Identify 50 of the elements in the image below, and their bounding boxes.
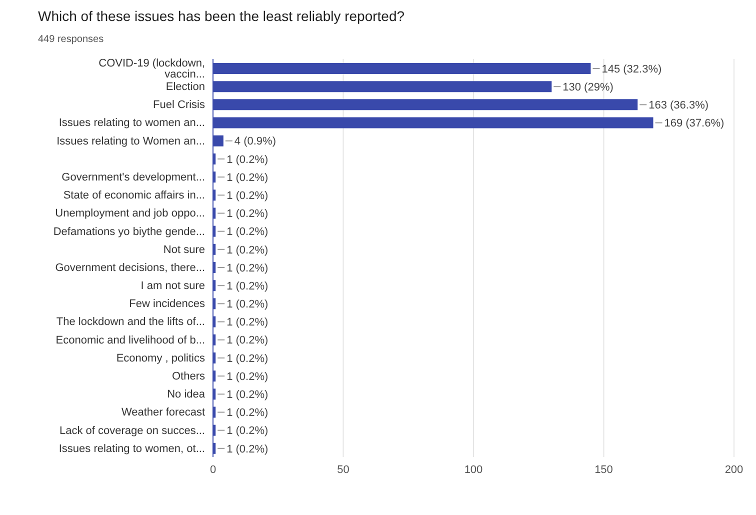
x-tick-label: 150 bbox=[594, 464, 613, 476]
data-label: 1 (0.2%) bbox=[226, 370, 268, 383]
y-tick-label: I am not sure bbox=[140, 280, 205, 292]
y-tick-label: State of economic affairs in... bbox=[63, 190, 205, 202]
x-tick-label: 100 bbox=[464, 464, 483, 476]
data-label: 1 (0.2%) bbox=[226, 298, 268, 311]
x-tick-label: 50 bbox=[337, 464, 350, 476]
data-label: 1 (0.2%) bbox=[226, 443, 268, 456]
y-tick-label: Not sure bbox=[163, 244, 205, 256]
data-label: 1 (0.2%) bbox=[226, 316, 268, 329]
y-tick-label: Issues relating to Women an... bbox=[56, 135, 205, 148]
data-label: 1 (0.2%) bbox=[226, 262, 268, 274]
y-tick-label: Unemployment and job oppo... bbox=[55, 208, 205, 220]
data-label: 169 (37.6%) bbox=[664, 118, 724, 130]
y-tick-label: COVID-19 (lockdown, vaccin... bbox=[98, 57, 205, 80]
data-label: 1 (0.2%) bbox=[226, 352, 268, 365]
data-label: 145 (32.3%) bbox=[602, 63, 662, 76]
y-tick-label: Economic and livelihood of b... bbox=[56, 334, 205, 346]
data-label: 1 (0.2%) bbox=[226, 226, 268, 238]
text: 449 responses bbox=[38, 34, 105, 45]
y-tick-label: Government's development... bbox=[62, 171, 205, 184]
y-tick-label: Lack of coverage on succes... bbox=[59, 424, 205, 437]
data-label: 1 (0.2%) bbox=[226, 425, 268, 438]
data-label: 4 (0.9%) bbox=[234, 136, 276, 148]
y-tick-label: Others bbox=[172, 370, 206, 382]
x-tick-label: 0 bbox=[210, 464, 216, 476]
y-tick-label: Government decisions, there... bbox=[55, 262, 205, 274]
data-label: 1 (0.2%) bbox=[226, 154, 268, 166]
y-tick-label: The lockdown and the lifts of... bbox=[56, 316, 205, 328]
data-label: 1 (0.2%) bbox=[226, 244, 268, 256]
x-tick-label: 200 bbox=[724, 464, 744, 476]
data-label: 1 (0.2%) bbox=[226, 208, 268, 220]
data-label: 1 (0.2%) bbox=[226, 172, 268, 184]
data-label: 1 (0.2%) bbox=[226, 388, 268, 401]
data-label: 130 (29%) bbox=[562, 81, 614, 94]
y-tick-label: Few incidences bbox=[129, 298, 206, 310]
y-tick-label: Election bbox=[166, 81, 205, 94]
y-tick-label: No idea bbox=[167, 388, 206, 401]
y-tick-label: Economy , politics bbox=[116, 352, 206, 364]
data-label: 1 (0.2%) bbox=[226, 190, 268, 202]
y-tick-label: Issues relating to women, ot... bbox=[58, 442, 205, 455]
y-tick-label: Issues relating to women an... bbox=[58, 117, 205, 130]
data-label: 1 (0.2%) bbox=[226, 280, 268, 292]
chart-title: Which of these issues has been the least reliably reported? bbox=[38, 8, 406, 24]
y-tick-label: Fuel Crisis bbox=[153, 99, 206, 112]
data-label: 1 (0.2%) bbox=[226, 334, 268, 347]
data-label: 163 (36.3%) bbox=[648, 100, 709, 112]
y-tick-label: Weather forecast bbox=[121, 406, 205, 419]
data-label: 1 (0.2%) bbox=[226, 407, 268, 420]
y-tick-label: Defamations yo biythe gende... bbox=[53, 226, 205, 238]
